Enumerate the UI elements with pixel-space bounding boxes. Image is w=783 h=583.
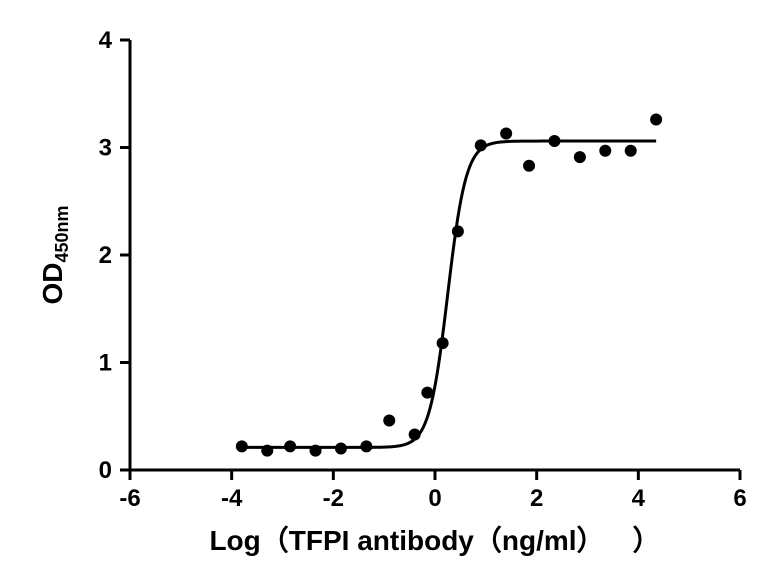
axes [130, 40, 740, 470]
svg-text:4: 4 [99, 27, 113, 54]
svg-text:2: 2 [530, 485, 543, 512]
fit-curve [242, 141, 656, 447]
svg-text:1: 1 [99, 350, 112, 377]
svg-text:OD450nm: OD450nm [37, 205, 72, 304]
x-axis-ticks: -6 -4 -2 0 2 4 6 [119, 470, 746, 512]
chart-svg: 0 1 2 3 4 -6 -4 -2 0 2 4 6 OD450nm Log（TFPI antibo… [0, 0, 783, 583]
chart-container: 0 1 2 3 4 -6 -4 -2 0 2 4 6 OD450nm Log（TFPI antibo… [0, 0, 783, 583]
svg-text:-6: -6 [119, 485, 140, 512]
svg-text:0: 0 [428, 485, 441, 512]
svg-text:-4: -4 [221, 485, 243, 512]
x-axis-title: Log（TFPI antibody（ng/ml） ） [209, 524, 660, 556]
svg-text:6: 6 [733, 485, 746, 512]
y-axis-title: OD450nm [37, 205, 72, 304]
svg-text:2: 2 [99, 242, 112, 269]
svg-text:3: 3 [99, 135, 112, 162]
svg-text:-2: -2 [323, 485, 344, 512]
svg-text:4: 4 [632, 485, 646, 512]
svg-text:0: 0 [99, 457, 112, 484]
y-axis-ticks: 0 1 2 3 4 [99, 27, 130, 484]
